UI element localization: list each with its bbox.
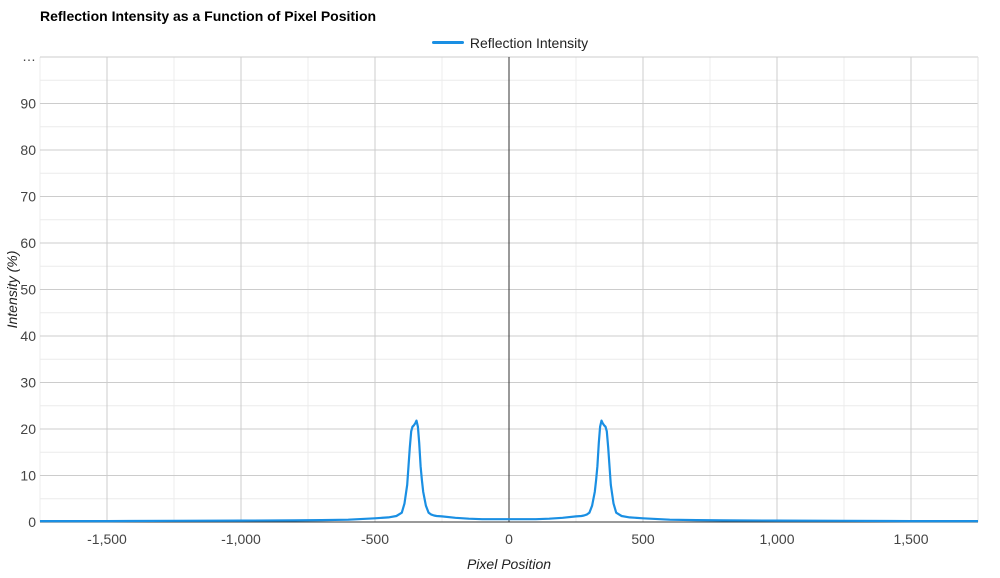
x-tick-label: 500	[631, 531, 655, 547]
x-axis-title: Pixel Position	[467, 556, 551, 572]
y-tick-label: 20	[20, 421, 36, 437]
y-tick-label: 40	[20, 328, 36, 344]
y-axis-title: Intensity (%)	[4, 251, 20, 329]
x-tick-label: 1,500	[893, 531, 928, 547]
y-tick-label: 90	[20, 96, 36, 112]
y-tick-label: 80	[20, 142, 36, 158]
legend-item[interactable]: Reflection Intensity	[431, 34, 589, 51]
x-tick-label: -1,000	[221, 531, 261, 547]
chart-title: Reflection Intensity as a Function of Pi…	[40, 8, 377, 24]
y-tick-label: 70	[20, 189, 36, 205]
legend[interactable]: Reflection Intensity	[0, 31, 1000, 51]
x-tick-label: 0	[505, 531, 513, 547]
y-tick-label: 60	[20, 235, 36, 251]
x-tick-label: 1,000	[759, 531, 794, 547]
y-tick-label: 30	[20, 375, 36, 391]
legend-label: Reflection Intensity	[469, 34, 589, 51]
series-line-reflection-intensity	[40, 419, 978, 523]
x-tick-label: -500	[361, 531, 389, 547]
y-tick-label: 10	[20, 468, 36, 484]
x-tick-label: -1,500	[87, 531, 127, 547]
legend-swatch	[431, 41, 464, 44]
y-tick-ellipsis: …	[22, 48, 36, 64]
y-tick-label: 0	[28, 514, 36, 530]
y-tick-label: 50	[20, 282, 36, 298]
